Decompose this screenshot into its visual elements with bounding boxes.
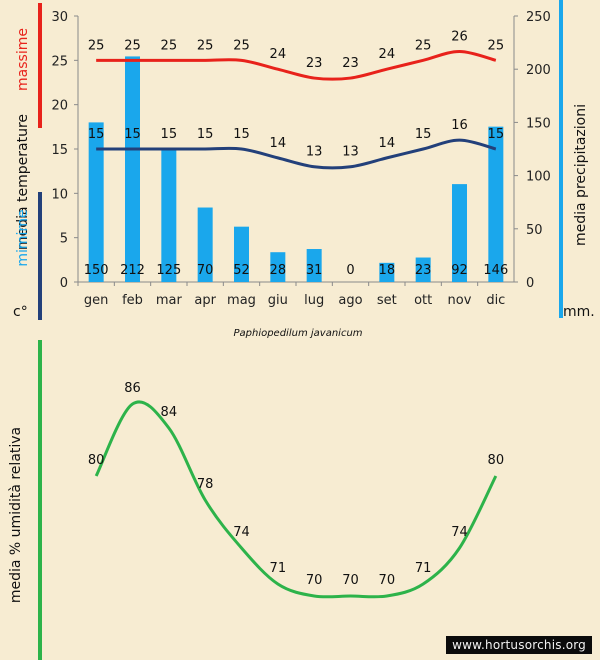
humidity-value-label: 70 [306,573,323,588]
temperature-value-label: 25 [197,38,214,53]
humidity-value-label: 70 [342,573,359,588]
x-tick-label: dic [486,293,505,308]
precipitation-bar [452,184,467,282]
humidity-value-label: 74 [451,525,468,540]
humidity-value-label: 71 [270,561,287,576]
watermark: www.hortusorchis.org [446,636,592,654]
humidity-value-label: 86 [124,381,141,396]
temperature-value-label: 15 [197,127,214,142]
right-tick-label: 150 [526,116,551,131]
precipitation-bar [88,122,104,283]
precipitation-bar [379,262,395,282]
temperature-value-label: 14 [270,136,287,151]
temperature-value-label: 14 [379,136,396,151]
max-temp-label: massime [15,28,31,91]
x-tick-label: feb [122,293,143,308]
right-tick-label: 200 [526,63,551,78]
temperature-value-label: 25 [124,38,141,53]
humidity-value-label: 71 [415,561,432,576]
temperature-value-label: 13 [306,145,323,160]
temperature-value-label: 15 [161,127,178,142]
left-tick-label: 30 [51,10,68,25]
precipitation-bar [270,252,286,282]
right-tick-label: 0 [526,276,534,291]
x-tick-label: gen [84,293,109,308]
humidity-line [94,400,498,599]
humidity-value-label: 80 [488,453,505,468]
x-tick-label: mar [156,293,183,308]
left-tick-label: 10 [51,187,68,202]
chart-caption: Paphiopedilum javanicum [233,328,362,339]
x-tick-label: mag [227,293,256,308]
right-tick-label: 250 [526,10,551,25]
temperature-value-label: 15 [124,127,141,142]
right-axis-unit: mm. [563,304,595,320]
temperature-value-label: 23 [306,56,323,71]
left-tick-label: 5 [60,232,68,247]
temperature-value-label: 24 [270,47,287,62]
precipitation-bar [488,126,504,282]
precipitation-bar [161,149,177,282]
humidity-value-label: 80 [88,453,105,468]
right-tick-label: 50 [526,223,543,238]
right-axis-title: media precipitazioni [573,104,589,246]
precipitation-value-label: 92 [451,263,468,278]
x-tick-label: apr [194,293,216,308]
left-tick-label: 25 [51,54,68,69]
min-temp-label: mimime [15,209,31,266]
precipitation-bar [234,226,249,282]
temperature-value-label: 13 [342,145,359,160]
precipitation-bar [197,207,213,282]
humidity-value-label: 74 [233,525,250,540]
x-tick-label: set [377,293,397,308]
humidity-value-label: 70 [379,573,396,588]
humidity-value-label: 84 [161,405,178,420]
temperature-value-label: 24 [379,47,396,62]
precipitation-value-label: 23 [415,263,432,278]
temperature-value-label: 25 [233,38,250,53]
temperature-value-label: 15 [233,127,250,142]
precipitation-value-label: 212 [120,263,145,278]
precipitation-bar [125,56,140,282]
precipitation-bar [415,257,431,282]
temperature-value-label: 23 [342,56,359,71]
precipitation-value-label: 52 [233,263,250,278]
precipitation-value-label: 18 [379,263,396,278]
humidity-value-label: 78 [197,477,214,492]
left-tick-label: 20 [51,99,68,114]
right-tick-label: 100 [526,170,551,185]
precipitation-value-label: 31 [306,263,323,278]
series-line-min-temp [96,138,497,170]
humidity-chart: media % umidità relativa 80 86 84 78 74 71 70 70… [8,340,504,660]
x-tick-label: nov [448,293,472,308]
x-tick-label: ago [338,293,362,308]
x-tick-label: giu [268,293,288,308]
precipitation-bar [306,249,322,282]
temperature-value-label: 26 [451,29,468,44]
temperature-value-label: 25 [488,38,505,53]
precipitation-value-label: 70 [197,263,214,278]
temperature-value-label: 25 [415,38,432,53]
temperature-value-label: 15 [488,127,505,142]
left-axis-title: media temperature [15,114,31,250]
temperature-value-label: 15 [88,127,105,142]
precipitation-value-label: 146 [483,263,508,278]
x-tick-label: lug [304,293,324,308]
precipitation-value-label: 125 [156,263,181,278]
temperature-value-label: 16 [451,118,468,133]
left-tick-label: 0 [60,276,68,291]
precipitation-value-label: 150 [84,263,109,278]
x-tick-label: ott [414,293,432,308]
left-axis-unit: c° [13,304,28,320]
temperature-value-label: 15 [415,127,432,142]
left-tick-label: 15 [51,143,68,158]
humidity-axis-title: media % umidità relativa [8,427,24,603]
temperature-value-label: 25 [88,38,105,53]
temperature-value-label: 25 [161,38,178,53]
precipitation-value-label: 28 [270,263,287,278]
precipitation-value-label: 0 [346,263,354,278]
series-line-max-temp [96,49,497,81]
